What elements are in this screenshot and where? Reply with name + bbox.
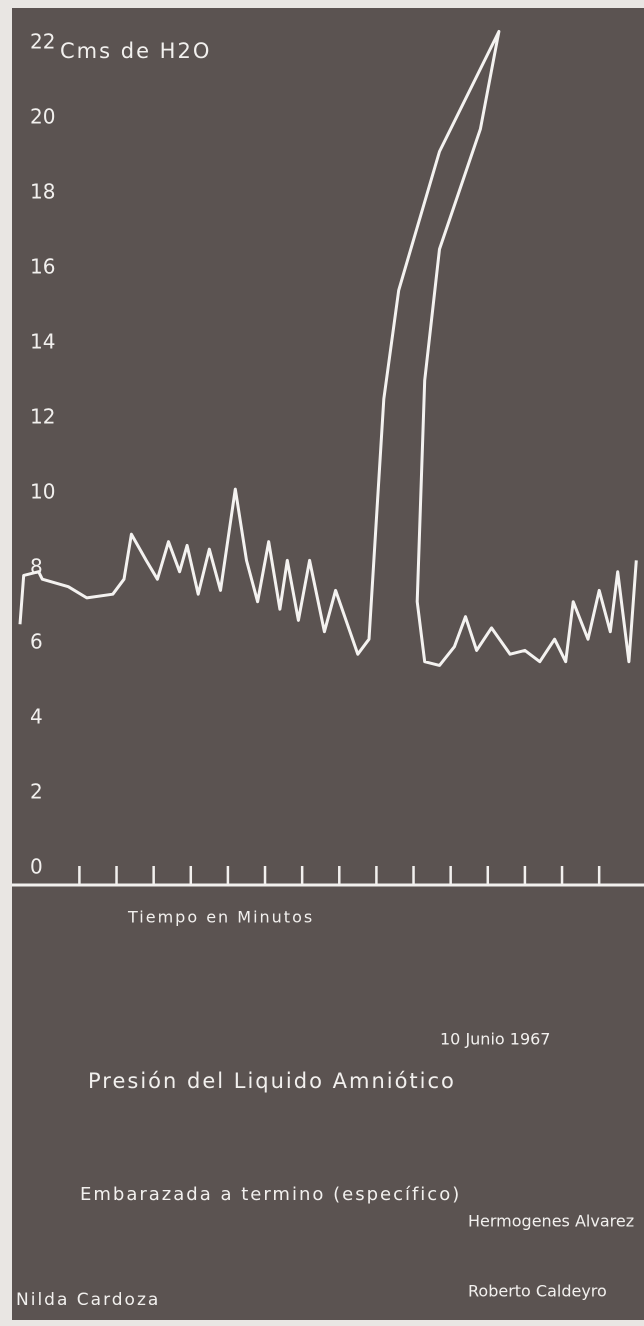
- y-tick-label: 12: [30, 404, 55, 428]
- y-tick-label: 22: [30, 29, 55, 53]
- trace-line: [18, 30, 638, 667]
- y-tick-label: 10: [30, 479, 55, 503]
- date: 10 Junio 1967: [440, 1030, 550, 1049]
- chart-background: [12, 8, 644, 1320]
- y-tick-label: 0: [30, 855, 43, 879]
- y-tick-label: 4: [30, 704, 43, 728]
- author: Roberto Caldeyro: [468, 1282, 607, 1301]
- author: Hermogenes Alvarez: [468, 1212, 634, 1231]
- y-tick-label: 18: [30, 179, 55, 203]
- y-tick-label: 16: [30, 254, 55, 278]
- subtitle: Embarazada a termino (específico): [80, 1184, 461, 1205]
- patient: Nilda Cardoza: [16, 1290, 160, 1310]
- y-tick-label: 6: [30, 629, 43, 653]
- y-tick-label: 2: [30, 779, 43, 803]
- x-axis-title: Tiempo en Minutos: [127, 908, 314, 927]
- y-axis-title: Cms de H2O: [60, 39, 211, 63]
- title: Presión del Liquido Amniótico: [88, 1069, 456, 1093]
- y-tick-label: 20: [30, 104, 55, 128]
- y-tick-label: 14: [30, 329, 55, 353]
